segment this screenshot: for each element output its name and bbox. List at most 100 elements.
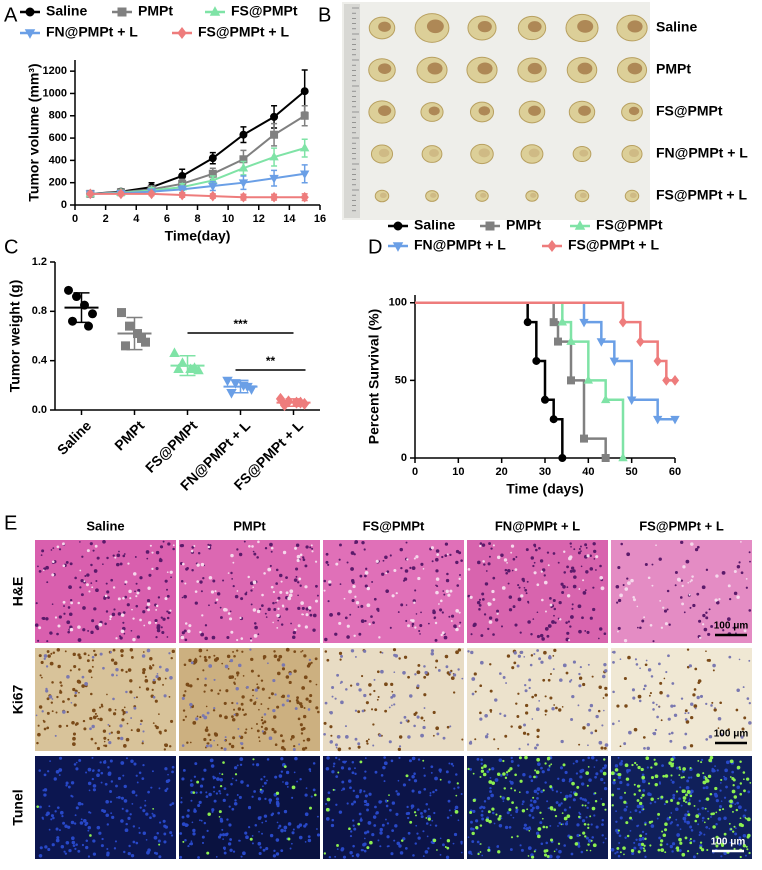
texture-dot	[42, 569, 45, 571]
texture-dot	[112, 648, 116, 652]
texture-dot	[261, 716, 264, 719]
texture-dot	[260, 679, 264, 682]
texture-dot	[496, 555, 501, 560]
texture-dot	[452, 673, 457, 677]
texture-dot	[586, 554, 590, 558]
texture-dot	[668, 623, 671, 626]
texture-dot	[733, 847, 736, 851]
texture-dot	[71, 840, 76, 845]
texture-dot	[665, 670, 668, 674]
texture-dot	[233, 802, 238, 806]
texture-dot	[245, 728, 248, 731]
texture-dot	[600, 798, 603, 800]
texture-dot	[746, 835, 750, 839]
texture-dot	[692, 839, 696, 843]
texture-dot	[316, 594, 319, 597]
texture-dot	[124, 580, 128, 584]
texture-dot	[171, 649, 175, 654]
texture-dot	[258, 736, 260, 739]
texture-dot	[481, 854, 484, 857]
texture-dot	[346, 624, 350, 628]
texture-dot	[488, 819, 492, 824]
texture-dot	[527, 620, 531, 624]
texture-dot	[569, 542, 572, 545]
texture-dot	[614, 852, 617, 855]
texture-dot	[579, 775, 583, 779]
texture-dot	[225, 689, 229, 693]
texture-dot	[120, 668, 124, 672]
texture-dot	[109, 790, 113, 794]
texture-dot	[405, 719, 408, 722]
texture-dot	[275, 838, 280, 842]
texture-dot	[593, 766, 596, 768]
texture-dot	[454, 808, 457, 811]
texture-dot	[115, 668, 119, 672]
texture-dot	[582, 758, 585, 762]
data-point	[549, 415, 558, 424]
texture-dot	[526, 580, 529, 583]
texture-dot	[280, 580, 283, 583]
texture-dot	[75, 761, 78, 764]
texture-dot	[740, 571, 744, 575]
texture-dot	[583, 798, 587, 802]
texture-dot	[488, 555, 491, 558]
texture-dot	[549, 824, 552, 827]
texture-dot	[394, 824, 398, 828]
texture-dot	[587, 843, 590, 846]
survival-curve	[415, 301, 564, 458]
texture-dot	[436, 553, 440, 556]
texture-dot	[82, 819, 87, 823]
texture-dot	[539, 811, 542, 814]
texture-dot	[735, 808, 739, 812]
texture-dot	[587, 765, 590, 768]
texture-dot	[507, 582, 510, 585]
texture-dot	[413, 779, 418, 783]
texture-dot	[528, 775, 532, 779]
texture-dot	[366, 808, 369, 812]
texture-dot	[388, 706, 391, 709]
texture-dot	[479, 843, 482, 845]
texture-dot	[663, 609, 668, 613]
texture-dot	[696, 852, 699, 855]
texture-dot	[120, 649, 124, 653]
texture-dot	[612, 650, 616, 654]
texture-dot	[197, 856, 200, 859]
texture-dot	[687, 711, 690, 715]
texture-dot	[676, 848, 680, 852]
texture-dot	[384, 709, 388, 713]
data-point	[557, 316, 568, 326]
texture-dot	[500, 817, 503, 820]
texture-dot	[119, 562, 123, 566]
texture-dot	[187, 809, 190, 812]
texture-dot	[109, 615, 113, 618]
texture-dot	[228, 823, 232, 827]
texture-dot	[659, 599, 662, 602]
texture-dot	[732, 784, 735, 787]
texture-dot	[216, 592, 221, 596]
texture-dot	[249, 837, 253, 841]
texture-dot	[101, 837, 104, 841]
texture-dot	[184, 582, 187, 585]
texture-dot	[296, 581, 300, 584]
texture-dot	[672, 796, 676, 800]
texture-dot	[377, 839, 380, 842]
y-axis-label: Tumor weight (g)	[7, 280, 23, 393]
texture-dot	[473, 622, 477, 627]
texture-dot	[102, 809, 107, 814]
texture-dot	[533, 775, 536, 779]
texture-dot	[708, 827, 711, 830]
texture-dot	[721, 570, 726, 575]
texture-dot	[88, 811, 91, 814]
tumor-spot	[480, 192, 487, 198]
texture-dot	[67, 697, 70, 701]
texture-dot	[366, 830, 370, 834]
texture-dot	[385, 818, 387, 821]
texture-dot	[510, 781, 514, 784]
texture-dot	[244, 592, 248, 596]
y-tick-label: 1.2	[32, 256, 47, 268]
texture-dot	[133, 696, 136, 699]
texture-dot	[286, 694, 290, 698]
texture-dot	[675, 846, 680, 850]
y-tick-label: 0.8	[32, 305, 47, 317]
texture-dot	[601, 834, 604, 837]
